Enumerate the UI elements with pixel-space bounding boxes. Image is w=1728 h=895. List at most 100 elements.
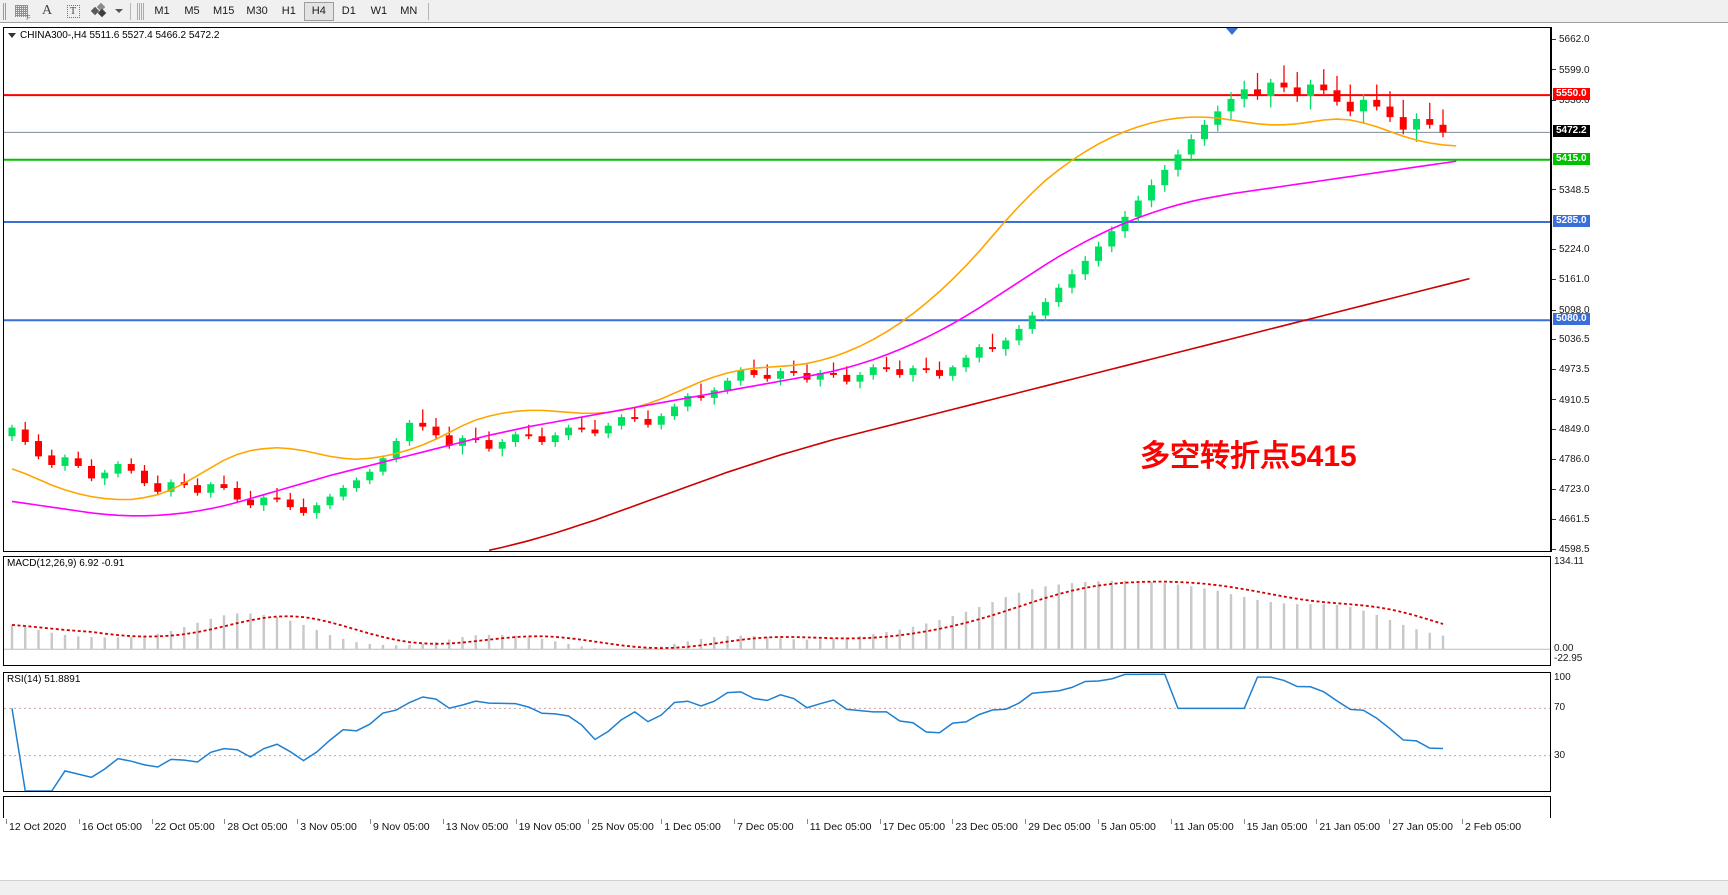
candle-body [856,374,864,382]
support-level-badge-2[interactable]: 5080.0 [1553,313,1590,326]
timeframe-h1[interactable]: H1 [281,5,296,17]
candle-body [1439,124,1447,133]
object-marker-icon[interactable] [1226,28,1238,35]
candle-body [1134,200,1142,217]
candle-body [392,441,400,459]
candle-body [1360,99,1367,112]
triangle-down-icon[interactable] [8,33,16,38]
candle-body [618,417,625,426]
rsi-pane[interactable]: RSI(14) 51.8891 [3,672,1551,792]
price-tick-5662-0: 5662.0 [1552,34,1590,45]
time-tick [151,819,153,824]
time-tick [442,819,444,824]
time-axis-label: 11 Jan 05:00 [1173,821,1234,833]
price-tick-label: 4910.5 [1559,394,1590,406]
price-tick-label: 5098.0 [1559,304,1590,316]
price-tick-label: 5161.0 [1559,274,1590,286]
time-axis-label: 15 Jan 05:00 [1246,821,1308,833]
timeframe-m30[interactable]: M30 [246,5,268,17]
timeframe-mn[interactable]: MN [400,5,418,17]
price-tick-label: 5224.0 [1559,244,1590,256]
objects-icon[interactable] [86,1,112,22]
candle-body [167,482,175,492]
candle-body [883,367,890,370]
chart-frame: CHINA300-,H4 5511.6 5527.4 5466.2 5472.2… [0,23,1728,895]
candle-body [922,368,930,371]
macd-scale: 134.11 0.00 -22.95 [1551,556,1728,666]
crosshair-grid-icon[interactable]: F [8,1,34,22]
time-tick [806,819,808,824]
timeframe-m1[interactable]: M1 [154,5,170,17]
time-axis-label: 19 Nov 05:00 [518,821,582,833]
rsi-scale-label: 70 [1554,702,1566,714]
price-tick-label: 5536.0 [1559,94,1590,106]
toolbar-grip[interactable] [1,1,8,22]
candle-body [1399,117,1407,130]
time-axis-label: 13 Nov 05:00 [445,821,509,833]
macd-pane[interactable]: MACD(12,26,9) 6.92 -0.91 [3,556,1551,666]
candle-body [591,429,599,434]
horizontal-scrollbar[interactable] [0,880,1728,895]
time-axis[interactable]: 12 Oct 2020 16 Oct 05:00 22 Oct 05:00 28 Oc… [0,819,1728,843]
price-tick-label: 5662.0 [1559,34,1590,46]
timeframe-h4[interactable]: H4 [303,1,334,21]
MA-red-slow [488,277,1470,551]
candle-body [525,434,533,437]
text-label-icon[interactable]: A [41,3,53,18]
timeframe-m15[interactable]: M15 [213,5,235,17]
candle-body [194,485,201,493]
candle-body [114,464,122,474]
candle-body [1201,124,1208,140]
time-axis-label: 16 Oct 05:00 [81,821,142,833]
rsi-label: RSI(14) 51.8891 [7,674,81,685]
candle-body [419,422,427,427]
candle-body [644,418,652,425]
price-tick-label: 5599.0 [1559,64,1590,76]
candle-body [366,471,374,481]
support-level-badge-1[interactable]: 5285.0 [1553,215,1590,228]
candle-body [432,426,440,436]
candle-body [578,427,586,430]
time-axis-frame [3,796,1551,818]
candle-body [604,425,612,434]
timeframe-grip[interactable] [137,2,145,20]
timeframe-d1[interactable]: D1 [341,5,356,17]
candle-body [1174,154,1182,170]
time-axis-label: 1 Dec 05:00 [664,821,721,833]
time-tick [1025,819,1027,824]
time-tick [1243,819,1245,824]
price-tick-4973-5: 4973.5 [1552,364,1590,375]
candle-body [313,505,321,513]
pivot-level-badge[interactable]: 5415.0 [1553,152,1590,165]
candle-body [379,458,387,472]
candle-body [326,496,334,506]
time-tick [1462,819,1463,824]
time-axis-label: 29 Dec 05:00 [1028,821,1091,833]
candle-body [1320,84,1328,91]
time-tick [1098,819,1099,824]
text-box-icon[interactable]: T [60,1,86,22]
timeframe-m5[interactable]: M5 [184,5,200,17]
candle-body [1413,119,1420,130]
candle-body [21,429,29,442]
candle-body [1081,260,1089,275]
candle-body [565,427,572,436]
candle-body [777,371,784,379]
price-pane[interactable]: CHINA300-,H4 5511.6 5527.4 5466.2 5472.2 [3,27,1551,552]
candle-body [1161,169,1169,186]
resistance-level-badge[interactable]: 5550.0 [1553,88,1590,101]
last-price-badge[interactable]: 5472.2 [1553,125,1590,138]
price-scale[interactable]: 5662.0 5599.0 5536.0 5348.5 5224.0 5161.0 5098… [1551,27,1728,555]
candle-body [790,371,798,373]
candle-body [1187,139,1195,155]
price-tick-4661-5: 4661.5 [1552,514,1590,525]
rsi-scale-label: 100 [1554,672,1571,683]
objects-dropdown-icon[interactable] [112,1,126,22]
time-tick [734,819,735,824]
price-tick-4598-5: 4598.5 [1552,544,1590,555]
time-tick [661,819,663,824]
timeframe-w1[interactable]: W1 [370,5,388,17]
time-axis-label: 27 Jan 05:00 [1392,821,1453,833]
candle-body [830,372,837,375]
candle-body [1267,82,1275,97]
